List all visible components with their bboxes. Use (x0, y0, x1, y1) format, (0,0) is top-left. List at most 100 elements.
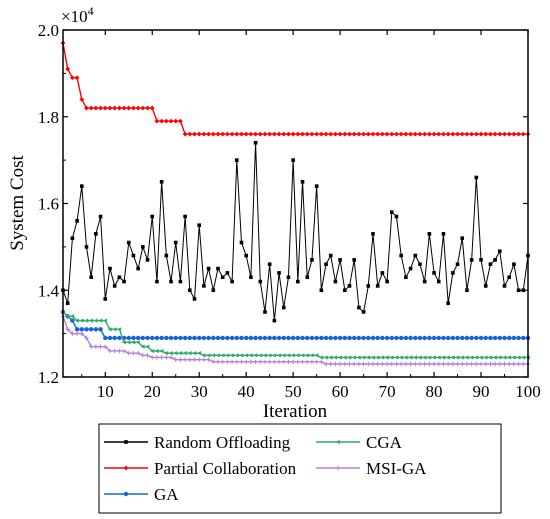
x-tick-label: 40 (238, 382, 255, 401)
data-point-partial-collaboration (295, 131, 301, 137)
data-point-cga (149, 348, 155, 354)
data-point-random-offloading (286, 275, 291, 280)
data-point-random-offloading (319, 288, 324, 293)
data-point-random-offloading (375, 284, 380, 288)
data-point-ga (140, 335, 146, 341)
data-point-partial-collaboration (102, 105, 108, 111)
data-point-ga (361, 335, 366, 341)
data-point-partial-collaboration (93, 105, 99, 111)
data-point-ga (215, 335, 221, 341)
data-point-cga (74, 318, 79, 323)
data-point-cga (478, 355, 483, 360)
data-point-ga (295, 335, 301, 341)
data-point-ga (507, 335, 512, 341)
data-point-cga (347, 355, 352, 360)
data-point-random-offloading (281, 305, 286, 310)
data-point-random-offloading (183, 214, 187, 219)
data-point-ga (197, 335, 202, 341)
data-point-msi-ga (483, 361, 488, 367)
data-point-msi-ga (88, 344, 94, 349)
data-point-cga (342, 355, 347, 360)
data-point-msi-ga (262, 359, 268, 365)
data-point-msi-ga (436, 361, 441, 367)
data-point-partial-collaboration (98, 105, 103, 111)
data-point-msi-ga (70, 331, 75, 336)
data-point-partial-collaboration (361, 131, 367, 137)
data-point-random-offloading (220, 275, 225, 280)
data-point-partial-collaboration (182, 131, 188, 137)
data-point-ga (314, 335, 319, 341)
data-point-msi-ga (464, 361, 470, 367)
data-point-random-offloading (272, 318, 277, 323)
data-point-partial-collaboration (206, 131, 212, 137)
data-point-partial-collaboration (492, 131, 498, 137)
data-point-msi-ga (150, 355, 155, 360)
data-point-partial-collaboration (450, 131, 456, 137)
data-point-cga (431, 355, 436, 360)
data-point-random-offloading (169, 279, 173, 284)
data-point-partial-collaboration (398, 131, 404, 137)
data-point-cga (375, 355, 380, 360)
data-point-ga (135, 335, 141, 341)
data-point-cga (436, 355, 441, 360)
data-point-cga (422, 355, 427, 360)
data-point-ga (417, 335, 423, 341)
series-line-msi-ga (62, 316, 528, 365)
data-point-ga (84, 327, 89, 332)
data-point-cga (271, 353, 277, 358)
data-point-cga (473, 355, 479, 360)
data-point-random-offloading (404, 275, 408, 280)
data-point-cga (426, 355, 432, 360)
data-point-msi-ga (154, 355, 160, 360)
data-point-partial-collaboration (262, 131, 268, 137)
data-point-msi-ga (370, 361, 376, 367)
data-point-cga (281, 353, 286, 358)
data-point-ga (154, 335, 160, 341)
data-point-partial-collaboration (281, 131, 287, 137)
data-point-msi-ga (164, 355, 169, 360)
data-point-random-offloading (399, 253, 403, 258)
data-point-partial-collaboration (445, 131, 451, 137)
data-point-random-offloading (488, 262, 493, 267)
data-point-msi-ga (229, 359, 235, 365)
data-point-msi-ga (225, 359, 230, 365)
data-point-msi-ga (159, 355, 164, 360)
data-point-partial-collaboration (478, 131, 484, 137)
data-point-ga (276, 335, 282, 341)
data-point-cga (333, 355, 338, 360)
x-tick-label: 60 (332, 382, 349, 401)
data-point-random-offloading (371, 232, 375, 236)
legend-label: MSI-GA (366, 459, 427, 478)
data-point-cga (196, 351, 202, 356)
data-point-cga (192, 351, 197, 356)
data-point-partial-collaboration (290, 131, 296, 137)
data-point-partial-collaboration (248, 131, 254, 137)
data-point-partial-collaboration (154, 118, 160, 124)
data-point-partial-collaboration (220, 131, 226, 137)
data-point-random-offloading (159, 180, 164, 184)
data-point-ga (497, 335, 503, 341)
data-point-random-offloading (263, 310, 267, 314)
data-point-cga (511, 355, 516, 360)
data-point-msi-ga (98, 344, 103, 349)
data-point-msi-ga (258, 359, 263, 365)
data-point-msi-ga (361, 361, 366, 367)
data-point-cga (267, 353, 272, 358)
data-point-random-offloading (89, 275, 93, 280)
data-point-cga (314, 353, 319, 358)
data-point-ga (150, 335, 155, 341)
data-point-random-offloading (347, 284, 352, 288)
data-point-msi-ga (356, 361, 362, 367)
data-point-random-offloading (211, 288, 216, 293)
data-point-partial-collaboration (455, 131, 460, 137)
data-point-msi-ga (417, 361, 423, 367)
data-point-msi-ga (352, 361, 357, 367)
data-point-random-offloading (366, 284, 371, 288)
legend-label: Random Offloading (154, 433, 291, 452)
data-point-cga (398, 355, 403, 360)
data-point-ga (352, 335, 357, 341)
data-point-msi-ga (112, 348, 117, 354)
plot-frame (62, 29, 529, 378)
data-point-ga (267, 335, 272, 341)
